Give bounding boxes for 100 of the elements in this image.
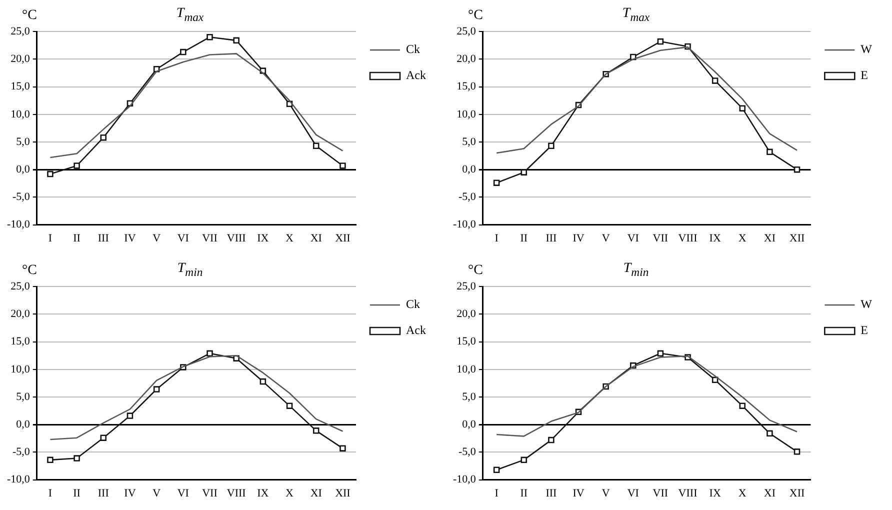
x-tick-label: VI bbox=[177, 232, 190, 244]
x-tick-label: VIII bbox=[678, 232, 698, 244]
x-tick-label: XI bbox=[310, 232, 322, 244]
x-tick-label: V bbox=[152, 487, 161, 500]
y-tick-label: 5,0 bbox=[462, 136, 476, 148]
y-tick-label: 20,0 bbox=[10, 308, 30, 320]
y-tick-label: 20,0 bbox=[456, 53, 476, 66]
chart-title: T$_{min}$ bbox=[177, 261, 203, 279]
x-tick-label: I bbox=[48, 232, 52, 244]
y-tick-label: 25,0 bbox=[10, 25, 30, 38]
y-tick-label: 10,0 bbox=[456, 363, 476, 376]
x-tick-label: XII bbox=[335, 487, 351, 500]
y-axis-title: °C bbox=[22, 8, 37, 24]
x-tick-label: V bbox=[602, 232, 610, 244]
x-tick-label: IV bbox=[124, 487, 136, 500]
point bbox=[100, 434, 107, 441]
point bbox=[657, 38, 664, 45]
x-tick-label: III bbox=[546, 487, 558, 500]
y-tick-label: 15,0 bbox=[456, 80, 476, 93]
x-tick-label: X bbox=[286, 487, 294, 500]
chart-title: T$_{max}$ bbox=[176, 6, 204, 24]
y-tick-label: -5,0 bbox=[12, 446, 30, 458]
x-tick-label: XII bbox=[789, 487, 805, 500]
y-tick-label: 15,0 bbox=[10, 80, 30, 93]
y-tick-label: 15,0 bbox=[10, 336, 30, 348]
x-tick-label: VII bbox=[202, 487, 218, 500]
y-tick-label: -10,0 bbox=[6, 474, 30, 486]
y-tick-label: -5,0 bbox=[12, 191, 30, 204]
point bbox=[493, 180, 500, 186]
point bbox=[493, 466, 500, 473]
y-tick-label: 5,0 bbox=[16, 136, 30, 148]
x-tick-label: X bbox=[738, 487, 746, 500]
y-tick-label: 20,0 bbox=[10, 53, 30, 66]
y-tick-label: 10,0 bbox=[10, 108, 30, 120]
point bbox=[340, 162, 346, 169]
point bbox=[657, 350, 664, 357]
x-tick-label: XI bbox=[310, 487, 322, 500]
y-tick-label: 5,0 bbox=[462, 390, 476, 403]
legend-label: Ck bbox=[406, 297, 420, 312]
y-tick-label: 0,0 bbox=[16, 163, 30, 176]
x-tick-label: III bbox=[546, 232, 558, 244]
y-axis-title: °C bbox=[22, 263, 37, 279]
x-tick-label: V bbox=[602, 487, 610, 500]
y-tick-label: 5,0 bbox=[16, 390, 30, 403]
x-tick-label: VII bbox=[652, 487, 668, 500]
x-tick-label: III bbox=[98, 487, 110, 500]
point bbox=[74, 455, 80, 462]
point bbox=[206, 34, 213, 40]
point bbox=[520, 169, 528, 176]
x-tick-label: VI bbox=[627, 487, 640, 500]
x-tick-label: IV bbox=[572, 487, 584, 500]
point bbox=[233, 37, 240, 44]
point bbox=[739, 105, 746, 112]
y-tick-label: -10,0 bbox=[452, 474, 476, 486]
point bbox=[766, 148, 773, 156]
y-tick-label: 0,0 bbox=[462, 418, 476, 430]
x-tick-label: VIII bbox=[678, 487, 698, 500]
x-tick-label: VIII bbox=[226, 232, 246, 244]
x-tick-label: XI bbox=[764, 232, 776, 244]
x-tick-label: VI bbox=[177, 487, 190, 500]
y-tick-label: -10,0 bbox=[452, 218, 476, 231]
y-tick-label: 0,0 bbox=[16, 418, 30, 430]
point bbox=[47, 456, 54, 464]
x-tick-label: XI bbox=[764, 487, 776, 500]
x-tick-label: XII bbox=[335, 232, 351, 244]
x-tick-label: IV bbox=[124, 232, 136, 244]
x-tick-label: IX bbox=[709, 232, 721, 244]
y-tick-label: 25,0 bbox=[10, 280, 30, 292]
legend-label: Ck bbox=[406, 42, 420, 56]
y-tick-label: 20,0 bbox=[456, 308, 476, 320]
point bbox=[206, 350, 213, 357]
x-tick-label: X bbox=[738, 232, 746, 244]
point bbox=[548, 142, 554, 149]
legend-label: Ack bbox=[406, 68, 426, 82]
point bbox=[180, 48, 186, 56]
point bbox=[712, 78, 718, 84]
point bbox=[153, 386, 160, 392]
x-tick-label: VIII bbox=[226, 487, 246, 500]
point bbox=[794, 166, 800, 173]
x-tick-label: III bbox=[98, 232, 110, 244]
point bbox=[260, 378, 266, 385]
point bbox=[100, 134, 107, 141]
x-tick-label: IV bbox=[572, 232, 584, 244]
point bbox=[739, 402, 746, 409]
point bbox=[312, 428, 320, 434]
chart-title: T$_{min}$ bbox=[623, 261, 649, 279]
x-tick-label: IX bbox=[709, 487, 721, 500]
y-tick-label: 10,0 bbox=[10, 363, 30, 376]
x-tick-label: II bbox=[73, 232, 81, 244]
y-tick-label: -5,0 bbox=[458, 191, 476, 204]
y-tick-label: 25,0 bbox=[456, 280, 476, 292]
x-tick-label: V bbox=[152, 232, 161, 244]
y-tick-label: 10,0 bbox=[456, 108, 476, 120]
legend-label: E bbox=[860, 68, 868, 82]
point bbox=[286, 402, 293, 409]
x-tick-label: I bbox=[494, 232, 499, 244]
point bbox=[712, 376, 718, 384]
x-tick-label: VII bbox=[652, 232, 668, 244]
point bbox=[766, 430, 773, 437]
x-tick-label: IX bbox=[257, 487, 269, 500]
